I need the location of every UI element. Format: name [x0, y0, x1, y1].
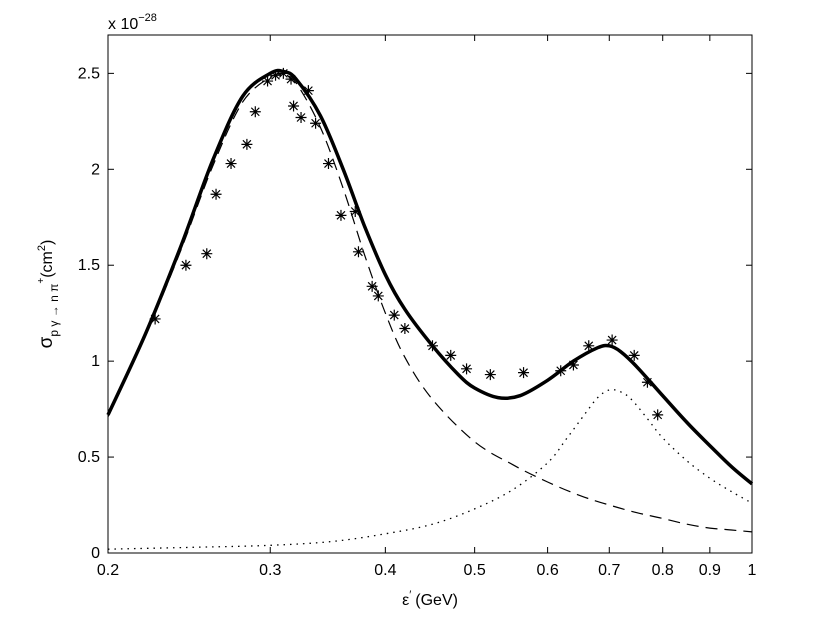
x-tick-label: 0.9 [699, 562, 721, 579]
y-axis-label: σp γ → n π+(cm2) [36, 240, 61, 349]
data-point [225, 158, 237, 170]
x-tick-label: 0.6 [536, 562, 558, 579]
data-point [399, 323, 411, 335]
data-point [262, 75, 274, 87]
x-tick-label: 0.5 [464, 562, 486, 579]
data-markers-layer [149, 67, 664, 421]
y-tick-label: 0.5 [78, 449, 100, 466]
data-point [518, 367, 530, 379]
data-point [210, 188, 222, 200]
data-point [426, 340, 438, 352]
plot-frame [107, 34, 753, 554]
x-tick-label: 0.8 [652, 562, 674, 579]
data-point [567, 359, 579, 371]
data-point [310, 117, 322, 129]
data-point [372, 290, 384, 302]
x-tick-label: 0.3 [259, 562, 281, 579]
y-tick-label: 2.5 [78, 65, 100, 82]
data-point [583, 340, 595, 352]
data-point [241, 138, 253, 150]
data-point [461, 363, 473, 375]
series-line-delta-1232- [107, 73, 753, 533]
data-point [302, 85, 314, 97]
data-point [201, 248, 213, 260]
data-point [484, 369, 496, 381]
data-point [277, 67, 289, 79]
x-tick-label: 0.2 [97, 562, 119, 579]
exponent-label: x 10−28 [108, 12, 157, 33]
data-point [285, 73, 297, 85]
data-point [388, 309, 400, 321]
y-tick-label: 1 [91, 353, 100, 370]
series-line-total [106, 68, 754, 486]
curves-layer [106, 68, 754, 550]
series-line-second-resonance [107, 388, 753, 550]
data-point [149, 313, 161, 325]
data-point [366, 280, 378, 292]
data-point [628, 349, 640, 361]
data-point [641, 376, 653, 388]
data-point [288, 100, 300, 112]
data-point [322, 158, 334, 170]
data-point [445, 349, 457, 361]
data-point [349, 206, 361, 218]
x-axis-label: ε′ (GeV) [402, 589, 458, 609]
data-point [352, 246, 364, 258]
x-tick-label: 0.7 [598, 562, 620, 579]
x-tick-label: 0.4 [374, 562, 396, 579]
x-tick-label: 1 [748, 562, 757, 579]
y-tick-label: 0 [91, 545, 100, 562]
data-point [180, 259, 192, 271]
data-point [270, 69, 282, 81]
data-point [249, 106, 261, 118]
data-point [335, 209, 347, 221]
data-point [606, 334, 618, 346]
y-tick-label: 1.5 [78, 257, 100, 274]
data-point [555, 365, 567, 377]
ticks-layer: 0.2 0.3 0.4 0.5 0.6 0.7 0.8 0.9 1 0 0.5 1 1.5 2 2.5 [78, 35, 757, 579]
data-point [295, 111, 307, 123]
y-tick-label: 2 [91, 161, 100, 178]
data-point [652, 409, 664, 421]
